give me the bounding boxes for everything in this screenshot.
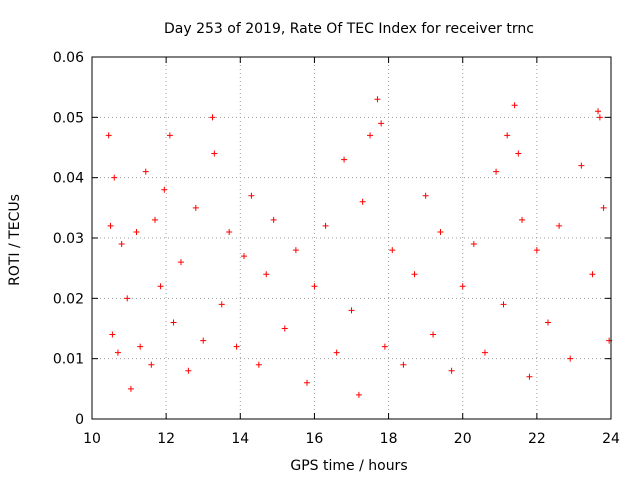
data-point [270,216,277,223]
data-point [114,349,121,356]
data-points [105,96,613,398]
data-point [355,391,362,398]
y-axis-label: ROTI / TECUs [7,194,23,286]
y-tick-label: 0 [75,412,84,428]
data-point [161,186,168,193]
data-point [567,355,574,362]
data-point [248,192,255,199]
data-point [111,174,118,181]
data-point [578,162,585,169]
data-point [311,283,318,290]
x-tick-label: 10 [83,431,101,447]
data-point [389,247,396,254]
data-point [470,241,477,248]
data-point [255,361,262,368]
data-point [400,361,407,368]
data-point [381,343,388,350]
data-point [226,228,233,235]
data-point [185,367,192,374]
data-point [152,216,159,223]
y-tick-label: 0.01 [53,352,84,368]
data-point [367,132,374,139]
grid-lines [92,57,611,419]
x-tick-label: 22 [528,431,546,447]
data-point [137,343,144,350]
y-axis-ticks: 0 0.01 0.02 0.03 0.04 0.05 0.06 [53,50,611,428]
data-point [459,283,466,290]
data-point [600,204,607,211]
x-tick-label: 18 [380,431,398,447]
data-point [556,222,563,229]
x-axis-ticks: 10 12 14 16 18 20 22 24 [83,57,620,447]
data-point [448,367,455,374]
data-point [157,283,164,290]
data-point [105,132,112,139]
data-point [192,204,199,211]
data-point [589,271,596,278]
data-point [511,102,518,109]
data-point [177,259,184,266]
data-point [348,307,355,314]
data-point [359,198,366,205]
data-point [124,295,131,302]
data-point [304,379,311,386]
x-tick-label: 24 [602,431,620,447]
data-point [240,253,247,260]
data-point [133,228,140,235]
x-tick-label: 14 [231,431,249,447]
data-point [378,120,385,127]
y-tick-label: 0.03 [53,231,84,247]
x-tick-label: 20 [454,431,472,447]
data-point [292,247,299,254]
data-point [218,301,225,308]
data-point [519,216,526,223]
data-point [170,319,177,326]
data-point [118,241,125,248]
data-point [500,301,507,308]
data-point [127,385,134,392]
data-point [322,222,329,229]
x-tick-label: 12 [157,431,175,447]
data-point [596,114,603,121]
data-point [437,228,444,235]
data-point [526,373,533,380]
data-point [481,349,488,356]
data-point [166,132,173,139]
data-point [333,349,340,356]
data-point [233,343,240,350]
data-point [504,132,511,139]
data-point [411,271,418,278]
y-tick-label: 0.05 [53,110,84,126]
y-tick-label: 0.04 [53,171,84,187]
data-point [142,168,149,175]
data-point [533,247,540,254]
chart-title: Day 253 of 2019, Rate Of TEC Index for r… [164,21,534,37]
data-point [148,361,155,368]
data-point [209,114,216,121]
y-tick-label: 0.06 [53,50,84,66]
data-point [107,222,114,229]
data-point [544,319,551,326]
data-point [211,150,218,157]
data-point [109,331,116,338]
data-point [200,337,207,344]
data-point [515,150,522,157]
data-point [493,168,500,175]
data-point [263,271,270,278]
data-point [595,108,602,115]
data-point [374,96,381,103]
data-point [341,156,348,163]
plot-frame [91,56,612,420]
y-tick-label: 0.02 [53,291,84,307]
x-tick-label: 16 [306,431,324,447]
data-point [422,192,429,199]
x-axis-label: GPS time / hours [290,458,407,474]
data-point [430,331,437,338]
data-point [281,325,288,332]
